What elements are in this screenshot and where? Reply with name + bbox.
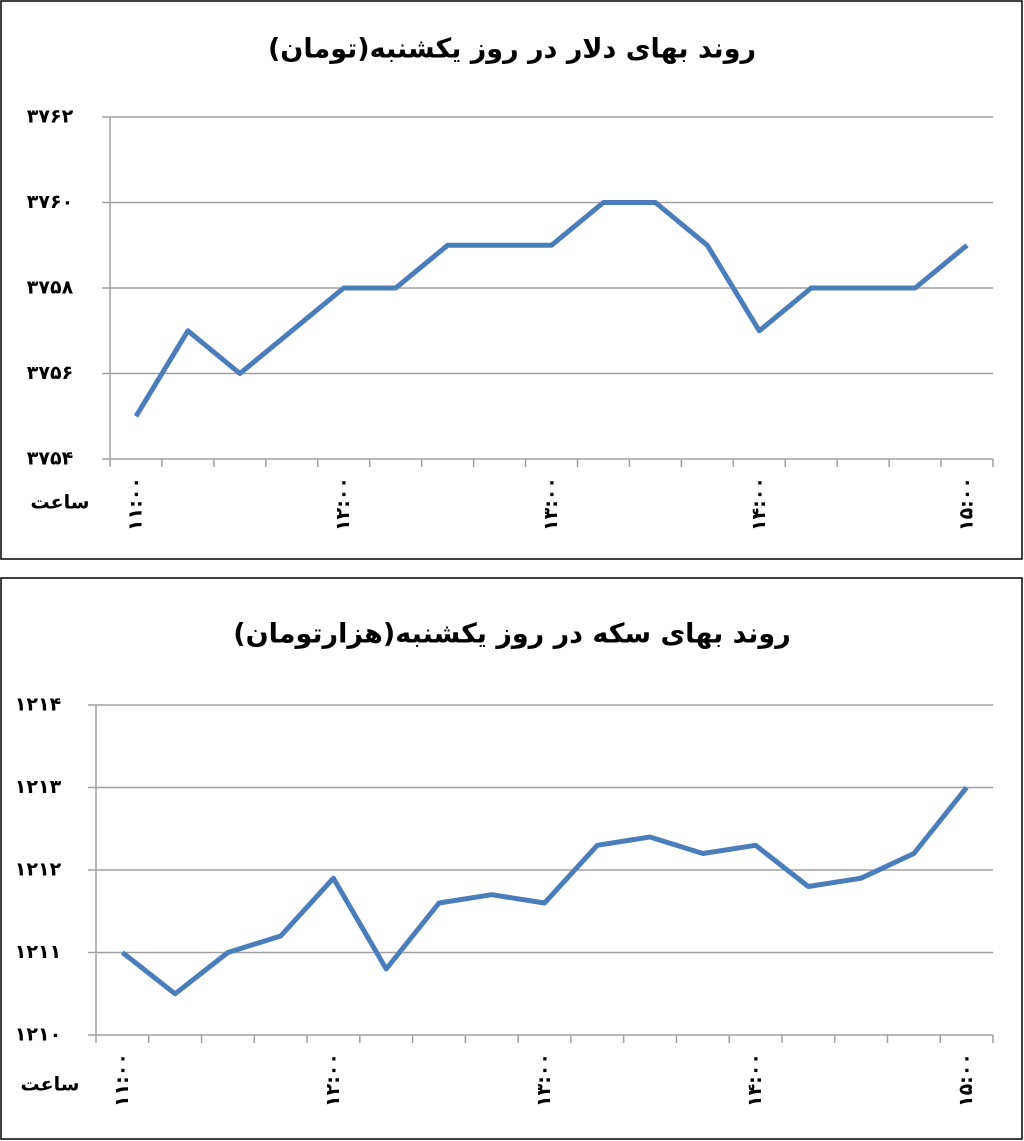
chart: روند بهای سکه در روز یکشنبه(هزارتومان) ۱۲… <box>0 577 1023 1140</box>
x-tick-label: ۱۵:۰۰ <box>956 477 978 531</box>
x-tick-label: ۱۲:۰۰ <box>322 1053 344 1107</box>
y-tick-label: ۱۲۱۰ <box>15 1024 61 1046</box>
x-tick-label: ۱۵:۰۰ <box>955 1053 977 1107</box>
chart: روند بهای دلار در روز یکشنبه(تومان) ۳۷۵۴ ۳… <box>0 0 1023 560</box>
chart-title: روند بهای دلار در روز یکشنبه(تومان) <box>268 34 756 65</box>
y-tick-label: ۳۷۵۶ <box>27 362 73 384</box>
chart-frame <box>0 0 1023 560</box>
y-tick-label: ۳۷۶۲ <box>27 106 74 128</box>
y-tick-label: ۱۲۱۱ <box>15 941 61 963</box>
y-tick-label: ۳۷۵۴ <box>27 448 73 470</box>
x-axis-label: ساعت <box>21 1074 80 1096</box>
x-axis-label: ساعت <box>31 492 90 514</box>
y-tick-label: ۱۲۱۳ <box>15 776 62 798</box>
x-tick-label: ۱۱:۰۰ <box>124 477 146 531</box>
y-tick-label: ۱۲۱۲ <box>15 859 62 881</box>
data-line <box>120 785 969 997</box>
y-tick-label: ۱۲۱۴ <box>15 694 61 716</box>
x-tick-label: ۱۳:۰۰ <box>540 477 562 531</box>
x-tick-label: ۱۳:۰۰ <box>533 1053 555 1107</box>
x-tick-label: ۱۴:۰۰ <box>744 1053 766 1107</box>
y-tick-label: ۳۷۶۰ <box>27 191 73 213</box>
x-tick-label: ۱۱:۰۰ <box>111 1053 133 1107</box>
data-line <box>133 200 969 418</box>
x-tick-label: ۱۲:۰۰ <box>332 477 354 531</box>
chart-frame <box>0 577 1023 1140</box>
y-tick-label: ۳۷۵۸ <box>27 277 74 299</box>
chart-title: روند بهای سکه در روز یکشنبه(هزارتومان) <box>233 619 791 650</box>
x-tick-label: ۱۴:۰۰ <box>748 477 770 531</box>
